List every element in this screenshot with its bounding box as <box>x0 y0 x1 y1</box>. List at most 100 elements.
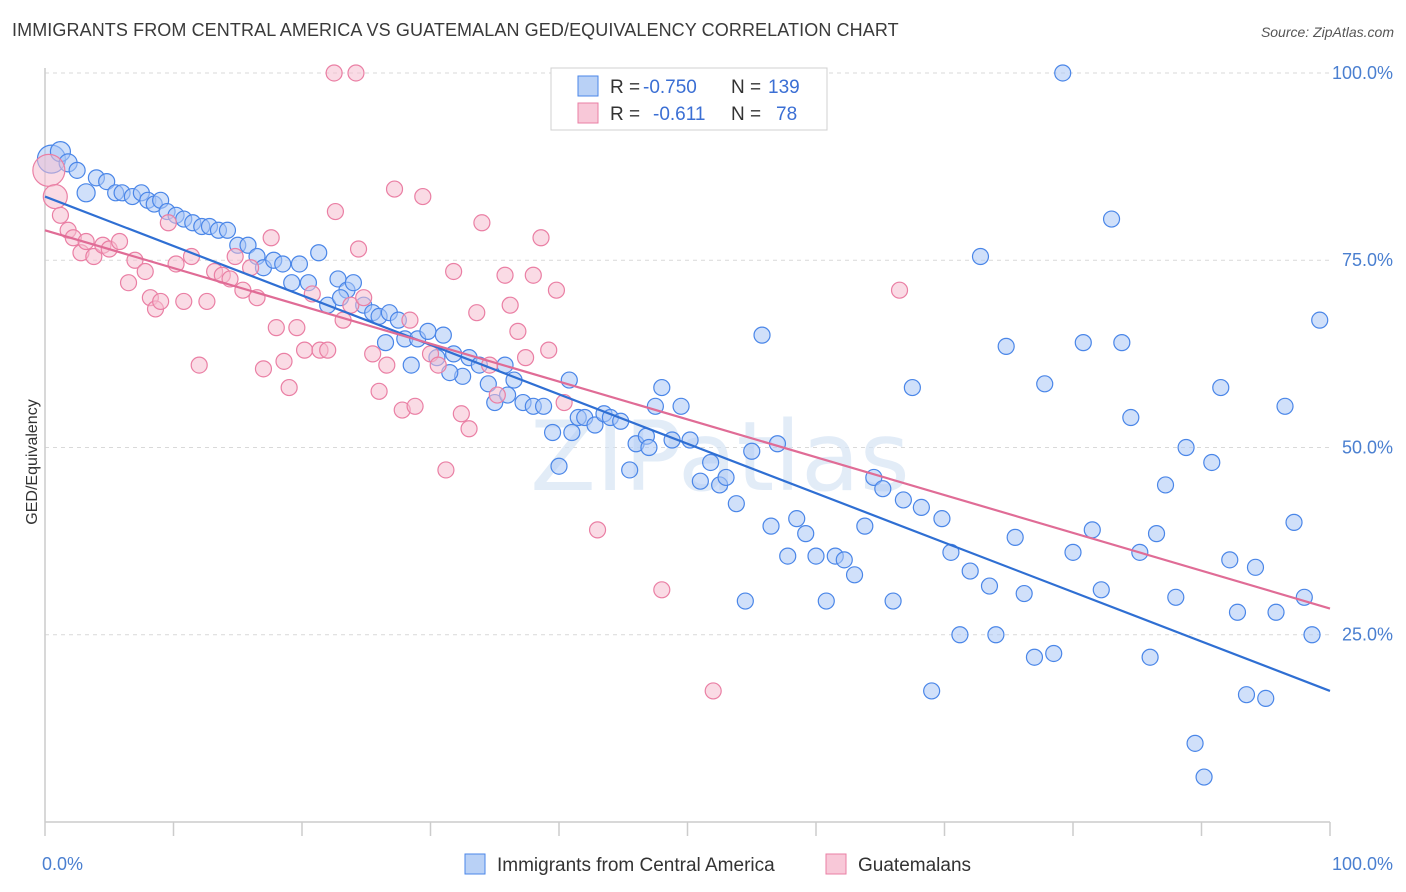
point-pink-31 <box>262 229 280 247</box>
point-blue-147 <box>563 423 581 442</box>
point-pink-21 <box>190 356 208 374</box>
point-blue-111 <box>1025 648 1044 666</box>
point-blue-101 <box>933 510 951 528</box>
point-blue-80 <box>736 592 754 610</box>
point-pink-19 <box>175 292 193 311</box>
point-pink-36 <box>295 341 314 359</box>
point-pink-76 <box>704 682 722 700</box>
point-pink-57 <box>452 405 470 423</box>
point-pink-74 <box>588 521 607 539</box>
point-blue-114 <box>1054 64 1072 82</box>
point-blue-119 <box>1102 210 1121 228</box>
point-blue-127 <box>1177 438 1195 457</box>
point-blue-51 <box>479 375 497 393</box>
stats-legend: R = -0.750 N = 139 R = -0.611 N = 78 <box>550 67 828 131</box>
series-guatemalans <box>32 64 909 700</box>
x-tick-label-end: 100.0% <box>1332 854 1393 874</box>
point-blue-110 <box>1015 584 1033 603</box>
point-blue-109 <box>1006 528 1024 546</box>
legend-n-value-1: 139 <box>768 77 800 98</box>
y-axis-label: GED/Equivalency <box>24 399 41 524</box>
x-tick-labels: 0.0% 100.0% <box>42 854 1393 874</box>
point-blue-35 <box>344 274 362 292</box>
point-blue-112 <box>1036 375 1054 393</box>
point-blue-46 <box>434 326 452 344</box>
point-blue-144 <box>376 334 395 352</box>
point-pink-56 <box>445 262 463 281</box>
point-blue-107 <box>987 626 1005 644</box>
point-blue-120 <box>1113 334 1131 352</box>
point-blue-115 <box>1064 543 1082 561</box>
point-blue-125 <box>1156 476 1175 494</box>
point-pink-17 <box>159 214 177 232</box>
legend-r-label-2: R = <box>610 104 640 125</box>
point-pink-46 <box>370 382 388 400</box>
point-pink-33 <box>275 352 293 370</box>
point-pink-67 <box>524 266 542 284</box>
point-pink-64 <box>501 296 519 314</box>
point-blue-57 <box>534 397 553 415</box>
point-blue-76 <box>702 453 720 472</box>
point-pink-2 <box>51 206 70 224</box>
point-pink-68 <box>532 229 550 247</box>
point-pink-47 <box>378 356 396 374</box>
point-blue-44 <box>419 322 437 340</box>
point-blue-118 <box>1092 581 1110 599</box>
point-pink-77 <box>890 281 909 299</box>
point-blue-21 <box>218 221 237 239</box>
point-blue-148 <box>640 438 658 457</box>
bottom-legend-swatch-blue <box>464 853 486 875</box>
point-blue-58 <box>543 423 562 442</box>
y-tick-label-0: 100.0% <box>1332 63 1393 83</box>
point-blue-73 <box>672 397 690 415</box>
point-pink-35 <box>288 319 306 337</box>
point-blue-75 <box>691 472 709 490</box>
point-blue-106 <box>980 577 999 595</box>
point-blue-108 <box>997 337 1015 355</box>
point-pink-10 <box>110 232 129 251</box>
point-blue-3 <box>68 161 86 179</box>
point-pink-44 <box>355 289 373 307</box>
point-blue-71 <box>653 378 671 397</box>
point-blue-88 <box>807 547 825 565</box>
point-pink-11 <box>119 274 138 292</box>
bottom-legend-swatch-pink <box>825 853 847 875</box>
point-pink-62 <box>488 386 506 404</box>
legend-r-value-2: -0.611 <box>653 104 705 125</box>
point-blue-136 <box>1257 689 1275 708</box>
point-pink-32 <box>267 319 285 337</box>
point-blue-103 <box>951 626 969 644</box>
point-blue-141 <box>1303 626 1321 644</box>
point-blue-131 <box>1212 378 1230 397</box>
point-blue-142 <box>1311 311 1329 329</box>
point-blue-83 <box>762 517 780 535</box>
point-blue-105 <box>971 247 990 266</box>
point-blue-92 <box>845 566 864 584</box>
point-blue-87 <box>797 525 815 543</box>
point-pink-54 <box>429 356 447 374</box>
point-blue-129 <box>1195 768 1213 786</box>
point-blue-63 <box>586 416 604 434</box>
point-pink-75 <box>653 581 671 599</box>
point-pink-58 <box>460 420 478 438</box>
point-pink-72 <box>325 64 343 82</box>
point-blue-78 <box>717 468 735 487</box>
point-pink-7 <box>85 247 103 266</box>
y-tick-label-2: 50.0% <box>1342 437 1393 457</box>
point-blue-82 <box>753 326 771 344</box>
point-blue-85 <box>779 547 797 565</box>
point-blue-27 <box>274 255 292 273</box>
point-blue-98 <box>903 378 921 397</box>
point-blue-104 <box>961 562 979 580</box>
chart-title: IMMIGRANTS FROM CENTRAL AMERICA VS GUATE… <box>12 20 899 40</box>
point-pink-63 <box>496 266 514 284</box>
legend-r-value-1: -0.750 <box>643 77 697 98</box>
point-blue-133 <box>1228 603 1247 621</box>
point-pink-70 <box>547 281 566 299</box>
point-blue-126 <box>1167 588 1185 606</box>
point-blue-99 <box>912 498 930 517</box>
point-blue-6 <box>98 172 116 191</box>
point-pink-0 <box>32 153 66 187</box>
x-tick-label-start: 0.0% <box>42 854 83 874</box>
